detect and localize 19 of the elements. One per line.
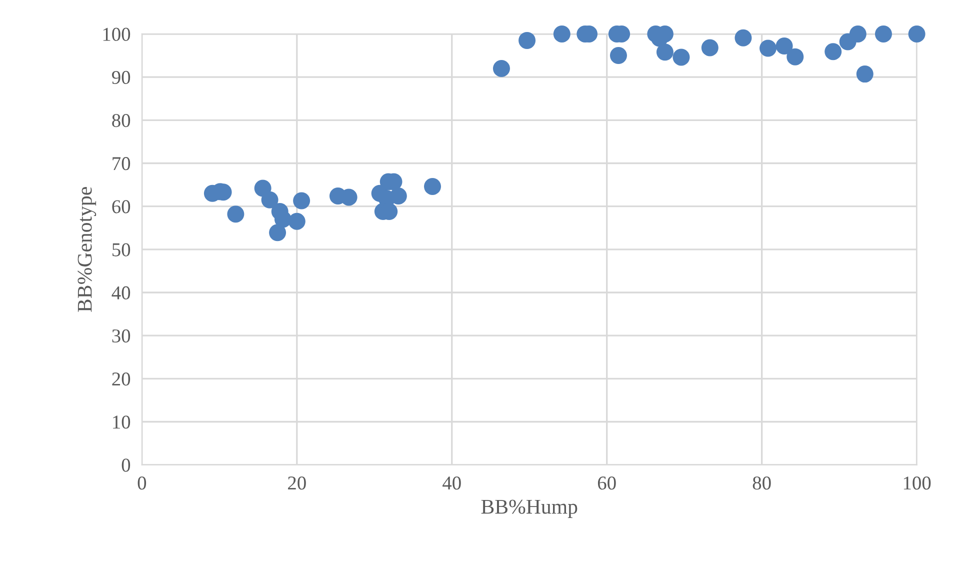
- y-axis-title: BB%Genotype: [78, 187, 96, 312]
- y-tick-label: 10: [113, 416, 130, 429]
- y-tick-label: 50: [112, 243, 130, 256]
- x-tick-label: 100: [904, 476, 931, 490]
- x-tick-label: 60: [598, 476, 616, 490]
- y-tick-label: 20: [112, 372, 130, 386]
- y-tick-label: 60: [112, 200, 130, 214]
- x-tick-label: 20: [288, 476, 306, 490]
- y-tick-label: 80: [112, 114, 130, 128]
- y-tick-label: 40: [112, 286, 130, 300]
- y-tick-label: 70: [112, 157, 130, 170]
- y-tick-label: 30: [112, 329, 130, 343]
- y-tick-label: 100: [103, 28, 130, 41]
- x-tick-label: 80: [752, 476, 771, 490]
- y-tick-label: 0: [122, 458, 130, 472]
- x-tick-label: 0: [138, 476, 146, 490]
- y-tick-label: 90: [112, 70, 130, 84]
- x-tick-label: 40: [442, 476, 461, 490]
- x-axis-title: BB%Hump: [481, 500, 578, 518]
